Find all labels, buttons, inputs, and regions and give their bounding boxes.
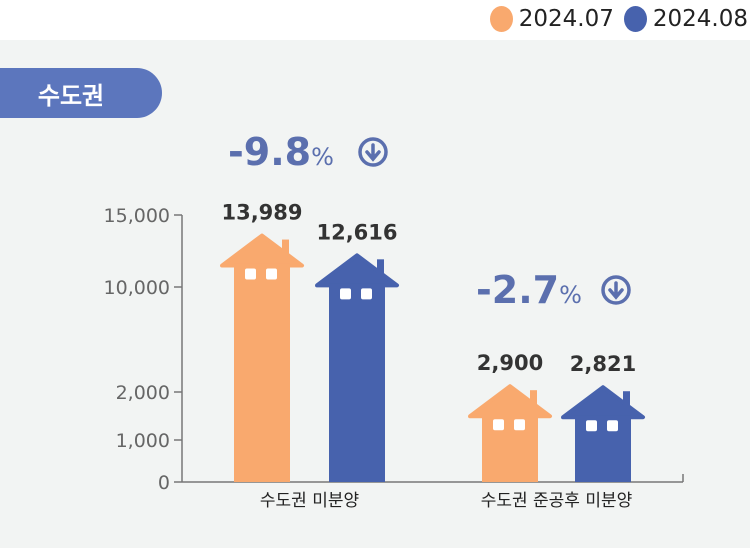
house-roof <box>561 385 645 420</box>
blue-dot-icon <box>623 6 647 32</box>
house-bar <box>482 414 538 482</box>
down-arrow-glyph <box>365 143 381 162</box>
house-roof <box>220 233 304 268</box>
house-window <box>245 268 256 280</box>
house-chimney <box>282 239 289 260</box>
legend-item-2024-07: 2024.07 <box>489 6 614 32</box>
house-window <box>493 419 504 431</box>
house-roof <box>468 384 552 419</box>
value-label: 13,989 <box>221 201 302 225</box>
category-label: 수도권 미분양 <box>260 491 359 511</box>
house-window <box>586 420 597 432</box>
category-label: 수도권 준공후 미분양 <box>481 491 633 511</box>
value-label: 2,821 <box>570 352 636 376</box>
y-tick-label: 2,000 <box>116 382 170 404</box>
y-tick-label: 15,000 <box>104 205 170 227</box>
house-window <box>266 268 277 280</box>
house-chimney <box>530 390 537 411</box>
house-bar <box>234 263 290 482</box>
value-label: 12,616 <box>316 220 397 244</box>
legend-item-2024-08: 2024.08 <box>623 6 748 32</box>
house-window <box>340 288 351 300</box>
down-arrow-icon <box>601 275 631 305</box>
y-tick-label: 1,000 <box>116 430 170 452</box>
value-label: 2,900 <box>477 351 543 375</box>
change-label: -9.8% <box>228 130 334 174</box>
orange-dot-icon <box>489 6 513 32</box>
legend-label: 2024.07 <box>518 6 614 32</box>
house-window <box>514 419 525 431</box>
house-chimney <box>377 259 384 280</box>
house-window <box>607 420 618 432</box>
legend-label: 2024.08 <box>652 6 748 32</box>
y-tick-label: 10,000 <box>104 277 170 299</box>
house-chimney <box>623 391 630 412</box>
house-roof <box>315 253 399 288</box>
house-bar <box>329 283 385 482</box>
y-tick-label: 0 <box>158 472 170 494</box>
house-bar <box>575 415 631 482</box>
legend: 2024.07 2024.08 <box>489 0 748 38</box>
down-arrow-glyph <box>608 281 624 300</box>
house-window <box>361 288 372 300</box>
down-arrow-icon <box>358 137 388 167</box>
change-label: -2.7% <box>476 268 582 312</box>
region-badge: 수도권 <box>0 68 162 118</box>
